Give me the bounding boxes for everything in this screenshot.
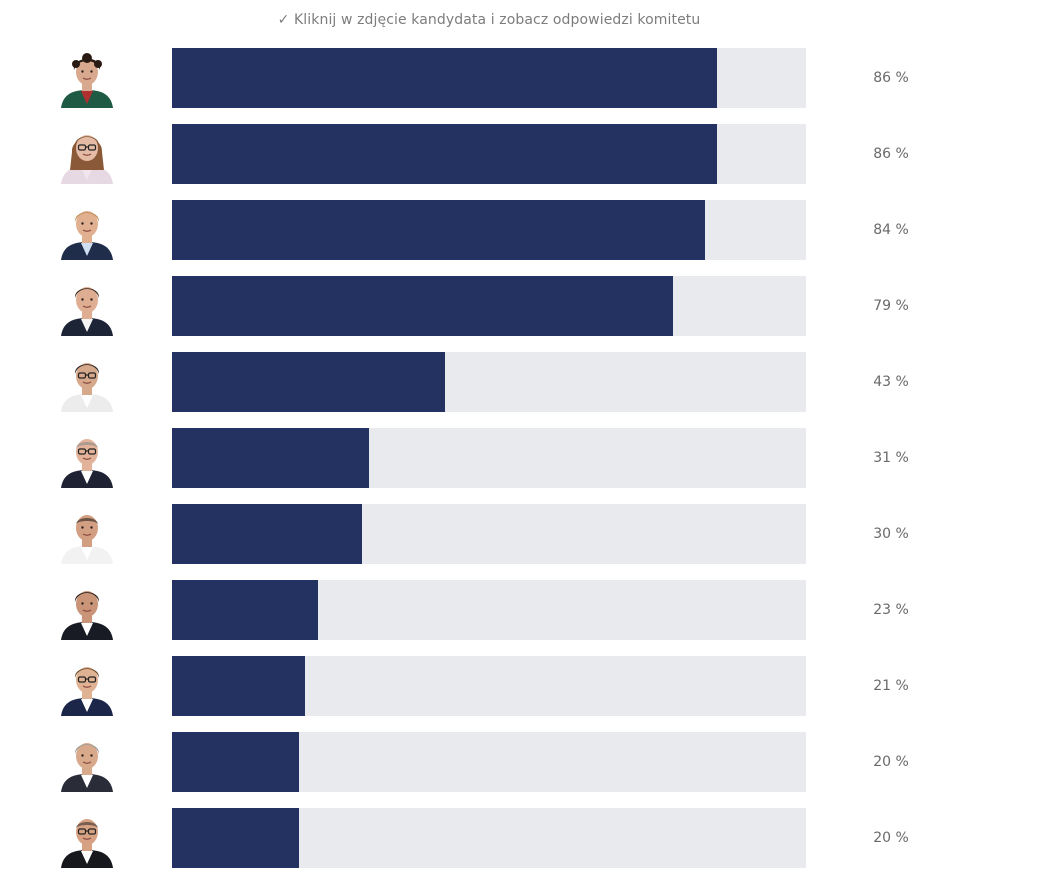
candidate-row: 84 % [0,200,1040,260]
bar-track [172,276,806,336]
candidate-photo-icon[interactable] [57,352,117,412]
percentage-label: 31 % [873,450,909,466]
candidate-photo-icon[interactable] [57,656,117,716]
bar-track [172,48,806,108]
candidate-photo-icon[interactable] [57,580,117,640]
bar-track [172,352,806,412]
bar-track [172,428,806,488]
candidate-row: 30 % [0,504,1040,564]
candidate-photo-icon[interactable] [57,124,117,184]
bar-track [172,732,806,792]
bar-track [172,200,806,260]
bar-fill [172,200,705,260]
candidate-photo-icon[interactable] [57,276,117,336]
bar-track [172,808,806,868]
percentage-label: 86 % [873,146,909,162]
instruction-hint: ✓ Kliknij w zdjęcie kandydata i zobacz o… [277,12,701,28]
bar-fill [172,580,318,640]
candidate-row: 31 % [0,428,1040,488]
candidate-row: 20 % [0,732,1040,792]
bar-track [172,580,806,640]
percentage-label: 23 % [873,602,909,618]
candidate-photo-icon[interactable] [57,200,117,260]
candidate-row: 21 % [0,656,1040,716]
candidate-row: 23 % [0,580,1040,640]
bar-fill [172,352,445,412]
percentage-label: 20 % [873,830,909,846]
bar-track [172,504,806,564]
bar-fill [172,504,362,564]
candidate-photo-icon[interactable] [57,732,117,792]
percentage-label: 21 % [873,678,909,694]
bar-fill [172,656,305,716]
candidate-row: 43 % [0,352,1040,412]
bar-track [172,124,806,184]
candidate-row: 79 % [0,276,1040,336]
candidate-row: 86 % [0,48,1040,108]
candidate-row: 20 % [0,808,1040,868]
bar-track [172,656,806,716]
percentage-label: 30 % [873,526,909,542]
bar-fill [172,276,673,336]
bar-fill [172,48,717,108]
candidate-photo-icon[interactable] [57,48,117,108]
percentage-label: 86 % [873,70,909,86]
bar-fill [172,428,369,488]
percentage-label: 20 % [873,754,909,770]
candidate-photo-icon[interactable] [57,428,117,488]
candidate-photo-icon[interactable] [57,504,117,564]
bar-fill [172,124,717,184]
candidate-photo-icon[interactable] [57,808,117,868]
candidate-row: 86 % [0,124,1040,184]
percentage-label: 43 % [873,374,909,390]
percentage-label: 84 % [873,222,909,238]
bar-fill [172,732,299,792]
bar-fill [172,808,299,868]
percentage-label: 79 % [873,298,909,314]
